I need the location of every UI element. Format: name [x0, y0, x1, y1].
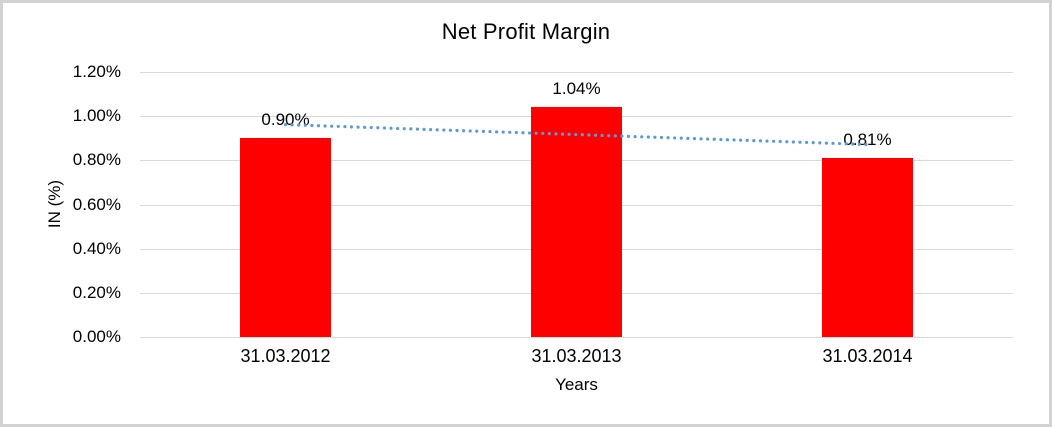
gridline: [140, 72, 1013, 73]
x-axis-tick-label: 31.03.2012: [240, 346, 331, 366]
bar-31.03.2013: [531, 107, 622, 337]
y-axis-tick-label: 1.20%: [72, 62, 121, 81]
y-axis-title: IN (%): [45, 179, 64, 229]
bar-31.03.2012: [240, 138, 331, 337]
y-axis-tick-label: 0.20%: [72, 282, 121, 302]
x-axis-title: Years: [555, 375, 598, 394]
data-label: 1.04%: [552, 79, 601, 99]
y-axis-tick-label: 0.00%: [72, 327, 121, 346]
y-axis-tick-label: 1.00%: [72, 106, 121, 126]
trendline: [283, 123, 870, 147]
y-axis-tick-label: 0.60%: [72, 194, 121, 214]
x-axis-tick-label: 31.03.2014: [822, 346, 913, 366]
y-axis-tick-label: 0.40%: [72, 238, 121, 258]
y-axis-tick-label: 0.80%: [72, 150, 121, 170]
bar-31.03.2014: [822, 158, 913, 337]
chart-title: Net Profit Margin: [441, 19, 611, 44]
gridline: [140, 337, 1013, 338]
plot-area: 0.90% 1.04% 0.81%: [140, 72, 1013, 338]
x-axis-tick-label: 31.03.2013: [531, 346, 622, 366]
data-label: 0.81%: [843, 130, 892, 150]
